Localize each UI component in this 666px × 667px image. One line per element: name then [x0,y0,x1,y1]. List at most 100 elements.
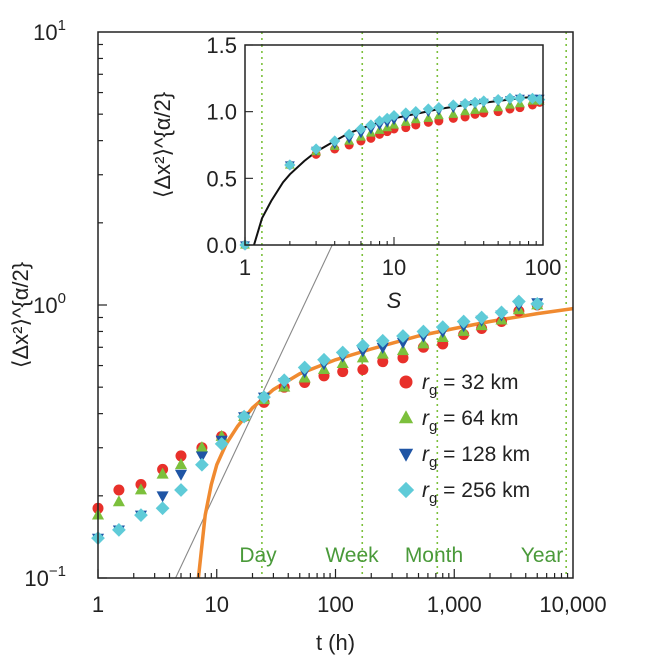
inset-data-point [423,112,434,122]
legend-symbol: r [422,407,430,430]
inset-background [245,45,543,245]
inset-data-point [478,95,490,107]
period-label-day: Day [239,544,277,567]
y-axis-title: ⟨Δx²⟩^{α/2} [8,262,33,368]
inset-data-point [422,103,434,115]
inset-data-point [343,128,355,140]
data-point [113,484,125,496]
legend-sub: g [429,382,437,399]
data-point [511,294,526,309]
data-point [355,338,370,353]
data-point [195,451,208,463]
data-point [375,333,390,348]
legend-value: = 32 km [437,371,518,394]
data-point [174,483,188,497]
data-point [396,344,410,356]
inset-data-point [388,110,400,122]
data-point [112,523,126,537]
data-point [195,457,209,472]
inset-data-point [478,103,489,113]
legend-value: = 64 km [437,407,518,430]
data-point [277,373,292,388]
inset-data-point [470,104,481,114]
y-tick-label: 100 [33,290,66,318]
inset-data-point [514,92,526,104]
legend-value: = 128 km [437,443,530,466]
x-axis-title: t (h) [316,630,355,655]
y-tick-exp: 1 [58,17,66,34]
data-point [134,483,148,495]
data-point [377,356,389,368]
data-point [397,352,409,364]
guide-line [175,200,354,578]
data-point [156,491,169,503]
data-point [435,320,450,334]
data-point [456,314,471,329]
data-point [335,345,350,360]
data-point [474,310,489,325]
data-point [530,296,545,311]
y-tick-base: 10 [24,566,48,591]
y-tick-label: 101 [33,17,66,45]
data-point [174,458,188,470]
y-tick-base: 10 [33,20,57,45]
legend-label: rg = 256 km [422,479,530,507]
inset-panel: 0.0 0.5 1.0 1.5 1 10 100 S ⟨Δx²⟩^{α/2} [150,33,561,313]
data-point [417,337,430,349]
data-point [297,360,312,375]
x-tick-label: 10,000 [539,592,606,617]
data-point [155,501,170,516]
inset-data-point [284,159,296,171]
inset-data-point [310,143,322,155]
inset-data-point [459,98,471,110]
legend-symbol: r [422,371,430,394]
inset-x-tick-label: 1 [239,255,251,280]
legend-symbol: r [422,443,430,466]
legend-sub: g [429,490,437,507]
inset-x-tick-label: 100 [525,255,562,280]
legend-value: = 256 km [437,479,530,502]
y-tick-exp: −1 [49,563,66,580]
inset-y-tick-label: 0.5 [206,166,237,191]
data-point [257,390,271,404]
x-tick-label: 100 [317,592,354,617]
data-point [174,469,188,481]
legend-label: rg = 128 km [422,443,530,471]
legend-label: rg = 64 km [422,407,518,435]
inset-y-tick-label: 1.0 [206,100,237,125]
legend-sub: g [429,418,437,435]
inset-y-axis-title: ⟨Δx²⟩^{α/2} [150,92,175,198]
data-point [112,495,125,507]
inset-data-point [460,106,471,116]
legend-marker [398,448,414,462]
legend-sub: g [429,454,437,471]
data-point [237,409,251,424]
inset-y-tick-label: 1.5 [206,33,237,58]
inset-data-point [329,135,341,147]
x-tick-label: 1 [92,592,104,617]
data-point [396,337,410,349]
x-tick-label: 10 [205,592,229,617]
legend-marker [398,410,414,424]
data-point [156,467,169,479]
inset-data-point [504,92,516,104]
period-label-month: Month [405,544,463,567]
inset-data-point [410,106,422,118]
legend-marker [397,481,415,499]
inset-data-point [526,92,539,104]
y-tick-base: 10 [33,293,57,318]
legend-marker [399,375,413,389]
data-point [214,436,229,451]
data-point [134,508,148,522]
inset-data-point [433,102,445,114]
data-point [357,364,369,376]
y-tick-label: 10−1 [24,563,66,591]
data-point [376,342,389,354]
inset-x-axis-title: S [387,288,402,313]
legend-symbol: r [422,479,430,502]
inset-data-point [469,96,481,108]
y-tick-exp: 0 [58,290,66,307]
inset-data-point [447,99,459,111]
